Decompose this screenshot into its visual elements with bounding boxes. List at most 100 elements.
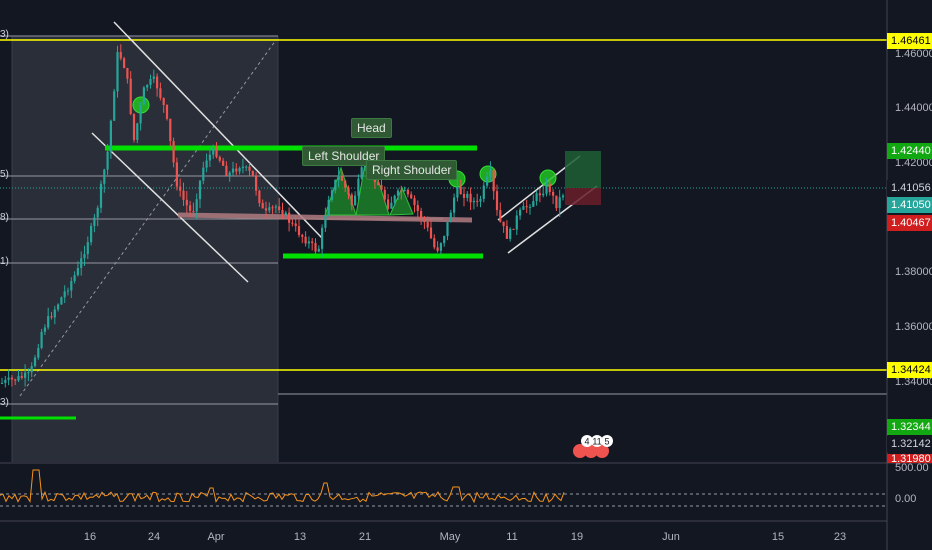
candle-body bbox=[396, 190, 400, 196]
candle-body bbox=[33, 357, 37, 367]
position-profit-zone bbox=[565, 151, 601, 188]
candle-body bbox=[317, 248, 320, 252]
candle-body bbox=[291, 222, 294, 224]
candle-body bbox=[142, 87, 145, 105]
candle-body bbox=[136, 123, 139, 140]
candle-body bbox=[538, 193, 541, 196]
candle-body bbox=[20, 376, 23, 378]
candle-body bbox=[327, 199, 330, 216]
candle-body bbox=[57, 304, 60, 310]
candle-body bbox=[453, 197, 456, 213]
candle-body bbox=[70, 281, 73, 291]
fib-label: 3) bbox=[0, 397, 9, 408]
candle-body bbox=[330, 190, 334, 200]
candle-body bbox=[406, 189, 409, 195]
candle-body bbox=[502, 221, 505, 227]
candle-body bbox=[535, 193, 538, 202]
candle-body bbox=[225, 165, 228, 176]
candle-body bbox=[139, 104, 142, 124]
candle-body bbox=[515, 215, 518, 230]
event-badges[interactable]: 4 11 5 bbox=[573, 435, 613, 458]
candle-body bbox=[456, 186, 459, 198]
candle-body bbox=[552, 191, 555, 196]
candle-body bbox=[489, 170, 492, 177]
candle-body bbox=[10, 377, 13, 380]
price-marker-green-low: 1.32344 bbox=[887, 419, 932, 435]
candle-body bbox=[439, 243, 442, 251]
candle-body bbox=[86, 242, 89, 255]
candle-body bbox=[212, 148, 215, 155]
candle-body bbox=[413, 198, 416, 206]
candle-body bbox=[561, 195, 565, 198]
candle-body bbox=[99, 183, 103, 208]
candle-body bbox=[519, 209, 522, 216]
indicator-tick: 500.00 bbox=[895, 462, 929, 474]
candle-body bbox=[380, 185, 383, 190]
candle-body bbox=[47, 316, 50, 328]
candles bbox=[0, 44, 565, 388]
candle-body bbox=[76, 267, 79, 276]
time-tick: 21 bbox=[358, 531, 372, 543]
indicator-tick: 0.00 bbox=[895, 493, 917, 505]
position-loss-zone bbox=[565, 188, 601, 205]
candle-body bbox=[50, 316, 53, 318]
candle-body bbox=[509, 228, 512, 239]
indicator-panel bbox=[0, 469, 887, 507]
candle-body bbox=[426, 222, 429, 228]
price-marker-support: 1.34424 bbox=[887, 362, 932, 378]
candle-body bbox=[185, 199, 188, 206]
candle-body bbox=[261, 203, 264, 209]
candle-body bbox=[106, 151, 109, 170]
candle-body bbox=[60, 297, 63, 305]
candle-body bbox=[37, 347, 40, 358]
time-tick: 23 bbox=[833, 531, 847, 543]
candle-body bbox=[314, 243, 317, 252]
candle-body bbox=[383, 189, 386, 200]
candle-body bbox=[499, 210, 502, 222]
candle-body bbox=[542, 193, 545, 196]
candle-body bbox=[532, 201, 535, 207]
candle-body bbox=[462, 194, 466, 198]
candle-body bbox=[340, 175, 343, 181]
candle-body bbox=[218, 157, 221, 161]
candle-body bbox=[27, 372, 30, 374]
badge-count: 5 bbox=[604, 437, 609, 447]
candle-body bbox=[420, 210, 423, 219]
candle-body bbox=[512, 228, 515, 230]
candle-body bbox=[96, 207, 99, 218]
candle-body bbox=[93, 217, 96, 226]
candle-body bbox=[222, 160, 225, 166]
fib-label: 3) bbox=[0, 29, 9, 40]
time-tick: 24 bbox=[147, 531, 161, 543]
head-label[interactable]: Head bbox=[351, 118, 392, 138]
candle-body bbox=[403, 189, 406, 192]
candle-body bbox=[251, 170, 254, 177]
candle-body bbox=[53, 309, 56, 318]
candle-body bbox=[248, 166, 251, 171]
candle-body bbox=[321, 227, 324, 249]
candle-body bbox=[179, 186, 182, 191]
fib-label: 1) bbox=[0, 256, 9, 267]
candle-body bbox=[393, 195, 396, 203]
candle-body bbox=[17, 376, 20, 381]
price-marker-resistance: 1.46461 bbox=[887, 33, 932, 49]
badge-count: 11 bbox=[592, 437, 601, 447]
price-tick: 1.36000 bbox=[895, 321, 932, 333]
candle-body bbox=[192, 210, 195, 212]
left-shoulder-label[interactable]: Left Shoulder bbox=[302, 146, 386, 166]
candle-body bbox=[40, 331, 43, 348]
candle-body bbox=[258, 190, 261, 204]
candle-body bbox=[113, 91, 116, 121]
candle-body bbox=[162, 98, 165, 105]
candle-body bbox=[7, 377, 10, 380]
candle-body bbox=[205, 160, 208, 168]
candle-body bbox=[486, 176, 489, 186]
right-shoulder-label[interactable]: Right Shoulder bbox=[366, 160, 458, 180]
candle-body bbox=[198, 180, 202, 200]
candle-body bbox=[235, 168, 238, 172]
candle-body bbox=[66, 290, 70, 292]
candle-body bbox=[443, 236, 446, 244]
candle-body bbox=[390, 202, 393, 209]
candle-body bbox=[159, 88, 162, 99]
